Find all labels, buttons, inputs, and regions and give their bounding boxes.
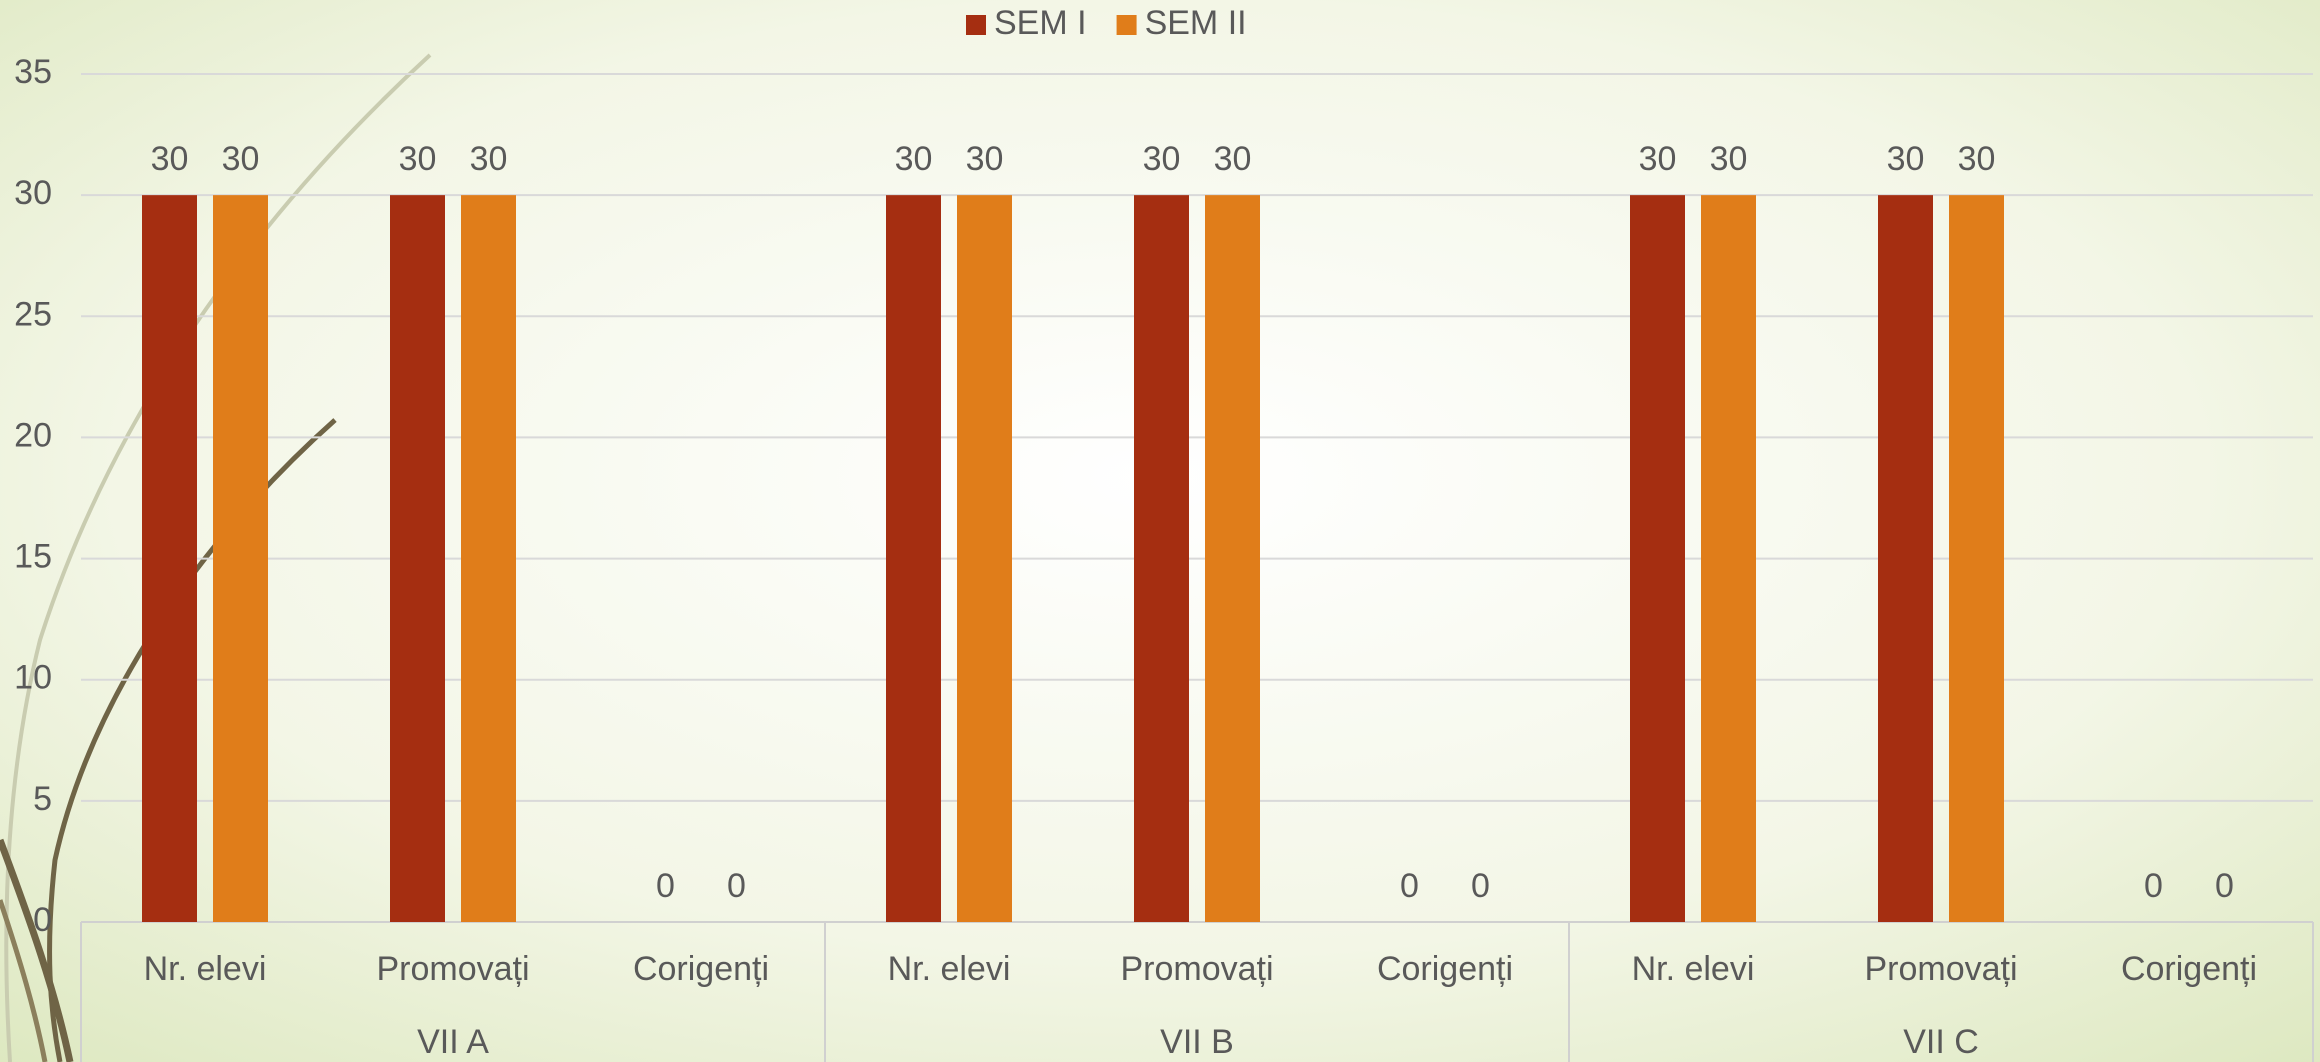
- data-label: 0: [1471, 867, 1490, 905]
- y-tick-label: 25: [14, 295, 52, 333]
- x-tick-label: Nr. elevi: [144, 950, 267, 988]
- y-tick-label: 15: [14, 538, 52, 576]
- data-label: 30: [1214, 140, 1252, 178]
- bar: [1205, 195, 1260, 923]
- group-label: VII C: [1903, 1023, 1979, 1061]
- data-label: 0: [2144, 867, 2163, 905]
- bar: [1878, 195, 1933, 923]
- x-tick-label: Corigenți: [633, 950, 769, 988]
- legend-label: SEM II: [1145, 4, 1247, 42]
- data-label: 30: [399, 140, 437, 178]
- x-tick-label: Promovați: [376, 950, 529, 988]
- legend-swatch: [1116, 15, 1137, 35]
- x-tick-label: Promovați: [1864, 950, 2017, 988]
- data-label: 30: [1887, 140, 1925, 178]
- data-label: 30: [1143, 140, 1181, 178]
- group-label: VII A: [417, 1023, 489, 1061]
- data-label: 30: [470, 140, 508, 178]
- bar: [213, 195, 268, 923]
- data-label: 30: [222, 140, 260, 178]
- data-label: 30: [966, 140, 1004, 178]
- x-tick-label: Nr. elevi: [888, 950, 1011, 988]
- y-tick-label: 35: [14, 53, 52, 91]
- plot: 0 5 10 15 20 25 30 35 VII A VII B VII C Nr. elevi 30…: [14, 4, 2314, 1062]
- y-tick-label: 5: [33, 780, 52, 818]
- data-label: 0: [727, 867, 746, 905]
- bar: [1134, 195, 1189, 923]
- data-label: 30: [1710, 140, 1748, 178]
- data-label: 0: [656, 867, 675, 905]
- legend-swatch: [966, 15, 986, 35]
- bar: [886, 195, 941, 923]
- y-tick-label: 30: [14, 174, 52, 212]
- x-tick-label: Corigenți: [1377, 950, 1513, 988]
- data-label: 0: [1400, 867, 1419, 905]
- bar: [390, 195, 445, 923]
- bar: [957, 195, 1012, 923]
- bar: [142, 195, 197, 923]
- bar: [1701, 195, 1756, 923]
- x-tick-label: Corigenți: [2121, 950, 2257, 988]
- legend-label: SEM I: [994, 4, 1087, 42]
- data-label: 30: [151, 140, 189, 178]
- y-tick-label: 0: [33, 901, 52, 939]
- bar: [461, 195, 516, 923]
- x-tick-label: Nr. elevi: [1632, 950, 1755, 988]
- data-label: 30: [1958, 140, 1996, 178]
- y-tick-label: 10: [14, 659, 52, 697]
- bar: [1949, 195, 2004, 923]
- data-label: 30: [1639, 140, 1677, 178]
- group-label: VII B: [1160, 1023, 1234, 1061]
- x-tick-label: Promovați: [1120, 950, 1273, 988]
- data-label: 0: [2215, 867, 2234, 905]
- data-label: 30: [895, 140, 933, 178]
- y-tick-label: 20: [14, 416, 52, 454]
- bar: [1630, 195, 1685, 923]
